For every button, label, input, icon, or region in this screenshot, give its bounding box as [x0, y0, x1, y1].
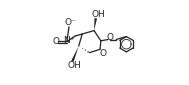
Text: O: O [100, 49, 107, 58]
Text: O⁻: O⁻ [65, 18, 77, 27]
Text: O: O [53, 37, 60, 46]
Polygon shape [94, 18, 97, 31]
Text: OH: OH [91, 10, 105, 19]
Polygon shape [71, 46, 79, 62]
Text: OH: OH [68, 61, 81, 70]
Text: N⁺: N⁺ [64, 36, 75, 45]
Text: O: O [106, 33, 113, 42]
